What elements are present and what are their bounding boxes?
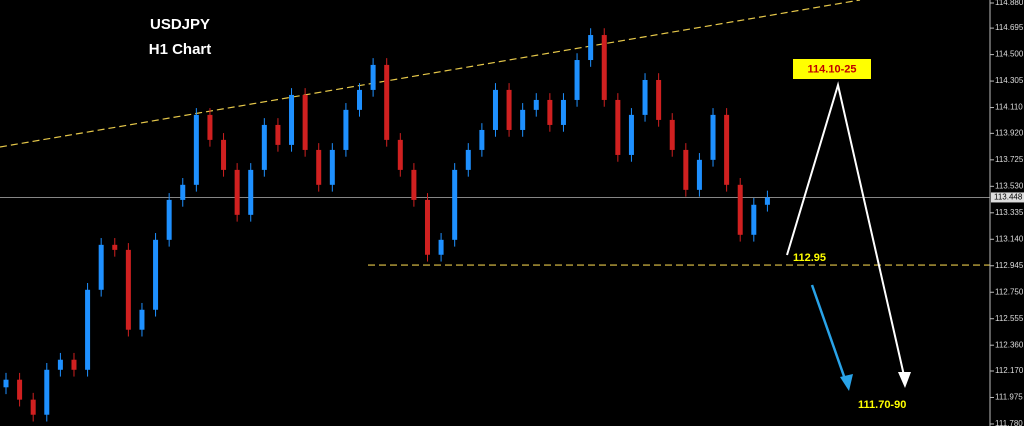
candle-body (193, 114, 199, 185)
candle-body (98, 244, 104, 290)
y-tick-label: 113.725 (995, 155, 1024, 164)
projection-arrow-blue (810, 284, 848, 383)
candle-body (560, 99, 566, 125)
candle-body (696, 159, 702, 190)
candle-body (424, 199, 430, 255)
marks (0, 28, 990, 422)
candle-body (71, 359, 77, 370)
candle-body (44, 369, 50, 415)
candle-body (492, 89, 498, 130)
projection-arrow (786, 81, 906, 381)
candle-body (207, 114, 213, 140)
candle-body (452, 169, 458, 240)
candle-body (221, 139, 227, 170)
candle-body (275, 124, 281, 145)
target-high-label: 114.10-25 (808, 63, 857, 75)
chart-title: USDJPY (150, 16, 210, 33)
candle-body (506, 89, 512, 130)
candle-body (642, 79, 648, 115)
y-tick-label: 111.975 (995, 393, 1023, 402)
candle-body (751, 204, 757, 235)
y-tick-label: 112.170 (995, 366, 1024, 375)
target-low-label: 111.70-90 (858, 399, 906, 411)
y-tick-label: 114.305 (995, 76, 1024, 85)
candle-body (479, 129, 485, 150)
candle-body (615, 99, 621, 155)
candle-body (139, 309, 145, 330)
candle-body (180, 184, 186, 200)
candle-body (30, 399, 36, 415)
candle-body (370, 64, 376, 90)
candle-body (3, 379, 9, 388)
support-label: 112.95 (793, 252, 826, 264)
candle-body (384, 64, 390, 140)
candle-body (125, 249, 131, 330)
y-tick-label: 112.360 (995, 340, 1024, 349)
y-tick-label: 113.335 (995, 208, 1024, 217)
candle-body (628, 114, 634, 155)
candle-body (724, 114, 730, 185)
candle-body (710, 114, 716, 160)
candle-body (601, 35, 607, 100)
candle-body (397, 139, 403, 170)
candle-body (764, 197, 770, 205)
candle-body (261, 124, 267, 170)
current-price-box (991, 192, 1024, 203)
candle-body (17, 379, 23, 400)
y-tick-label: 113.530 (995, 181, 1024, 190)
candle-body (656, 79, 662, 120)
candle-body (574, 60, 580, 100)
y-tick-label: 113.920 (995, 128, 1024, 137)
resistance-trendline (0, 0, 861, 148)
candle-body (85, 289, 91, 370)
target-box (793, 59, 871, 79)
arrow-head (898, 372, 911, 388)
candle-body (302, 94, 308, 150)
candle-body (533, 99, 539, 110)
chart-subtitle: H1 Chart (149, 41, 212, 58)
candle-body (547, 99, 553, 125)
arrow-head-blue (840, 374, 853, 391)
y-tick-label: 111.780 (995, 419, 1023, 426)
candle-body (357, 89, 363, 110)
y-tick-label: 114.110 (995, 103, 1023, 112)
candle-body (520, 109, 526, 130)
candle-body (329, 149, 335, 185)
candle-body (166, 199, 172, 240)
candle-body (411, 169, 417, 200)
candle-body (289, 94, 295, 145)
y-tick-label: 112.945 (995, 261, 1024, 270)
candle-body (737, 184, 743, 235)
candle-body (343, 109, 349, 150)
candle-body (234, 169, 240, 215)
candle-body (112, 244, 118, 250)
candle-body (316, 149, 322, 185)
y-tick-label: 112.750 (995, 287, 1024, 296)
candle-body (669, 119, 675, 150)
y-tick-label: 113.140 (995, 234, 1024, 243)
candle-body (438, 239, 444, 255)
y-tick-label: 114.500 (995, 50, 1024, 59)
candle-body (465, 149, 471, 170)
current-price-label: 113.448 (994, 193, 1023, 202)
candle-body (57, 359, 63, 370)
y-tick-label: 114.880 (995, 0, 1024, 7)
y-tick-label: 114.695 (995, 23, 1024, 32)
candle-body (683, 149, 689, 190)
candle-body (153, 239, 159, 310)
candle-body (588, 35, 594, 61)
y-tick-label: 112.555 (995, 314, 1024, 323)
candle-body (248, 169, 254, 215)
